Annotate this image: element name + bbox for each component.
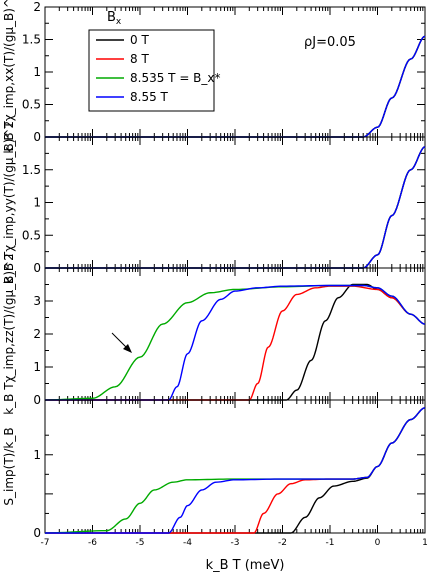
series-line [45, 407, 426, 534]
panel-frame [44, 136, 426, 269]
panel-chi_yy: 0 0.5 1 1.5 k_B Tχ_imp,yy(T)/(gμ_B)^2 [2, 121, 426, 284]
series-line [44, 284, 426, 401]
y-tick-label: 1 [33, 360, 41, 374]
y-tick-label: 1 [33, 196, 41, 210]
series-line [45, 283, 426, 401]
y-axis-label: S_imp(T)/k_B [2, 427, 16, 505]
x-tick-label: -3 [231, 538, 240, 548]
y-axis-label: k_B Tχ_imp,xx(T)/(gμ_B)^2 [2, 0, 16, 154]
x-tick-label: -7 [41, 538, 50, 548]
y-tick-label: 0 [33, 526, 41, 540]
y-axis-label: k_B Tχ_imp,yy(T)/(gμ_B)^2 [2, 121, 16, 284]
legend-label: 8.55 T [130, 90, 169, 104]
x-axis-label: k_B T (meV) [206, 558, 285, 573]
y-tick-label: 1.5 [22, 163, 41, 177]
legend-label: 8 T [130, 52, 149, 66]
y-tick-label: 0.5 [22, 228, 41, 242]
panel-entropy: 0 1 S_imp(T)/k_B [2, 399, 426, 540]
x-tick-label: 1 [422, 538, 428, 548]
annotation-rhoJ: ρJ=0.05 [304, 35, 356, 50]
panels: 0 0.5 1 1.5 2 k_B Tχ_imp,xx(T)/(gμ_B)^2 0 0.5 1 1… [2, 0, 426, 540]
legend: Bx 0 T 8 T 8.535 T = B_x* 8.55 T [88, 10, 221, 112]
arrow-annotation [111, 332, 132, 353]
y-tick-label: 2 [33, 0, 41, 14]
y-tick-label: 1 [33, 65, 41, 79]
series-line [45, 284, 426, 401]
x-tick-label: -5 [136, 538, 145, 548]
series-line [45, 146, 426, 269]
panel-frame [44, 399, 426, 534]
series-line [45, 146, 426, 269]
series-line [45, 146, 426, 269]
x-tick-label: -2 [278, 538, 287, 548]
legend-entries: 0 T 8 T 8.535 T = B_x* 8.55 T [96, 33, 221, 104]
y-tick-label: 0 [33, 261, 41, 275]
legend-label: 0 T [130, 33, 149, 47]
x-tick-label: -1 [326, 538, 335, 548]
series-line [45, 407, 426, 534]
x-axis: -7 -6 -5 -4 -3 -2 -1 0 1 [41, 538, 428, 548]
x-tick-label: 0 [375, 538, 381, 548]
y-tick-label: 0.5 [22, 98, 41, 112]
legend-label: 8.535 T = B_x* [130, 71, 221, 85]
y-tick-label: 0 [33, 393, 41, 407]
series-line [45, 407, 426, 534]
legend-title: Bx [107, 10, 122, 27]
y-axis-label: k_B Tχ_imp,zz(T)/(gμ_B)^2 [2, 253, 16, 415]
series-line [45, 285, 426, 401]
panel-chi_zz: 0 1 2 3 k_B Tχ_imp,zz(T)/(gμ_B)^2 [2, 253, 426, 415]
y-tick-label: 0 [33, 130, 41, 144]
x-tick-label: -4 [183, 538, 192, 548]
series-line [45, 146, 426, 269]
series-line [44, 407, 426, 534]
x-tick-label: -6 [88, 538, 97, 548]
y-tick-label: 1 [33, 448, 41, 462]
y-tick-label: 3 [33, 294, 41, 308]
y-tick-label: 2 [33, 327, 41, 341]
y-tick-label: 1.5 [22, 33, 41, 47]
